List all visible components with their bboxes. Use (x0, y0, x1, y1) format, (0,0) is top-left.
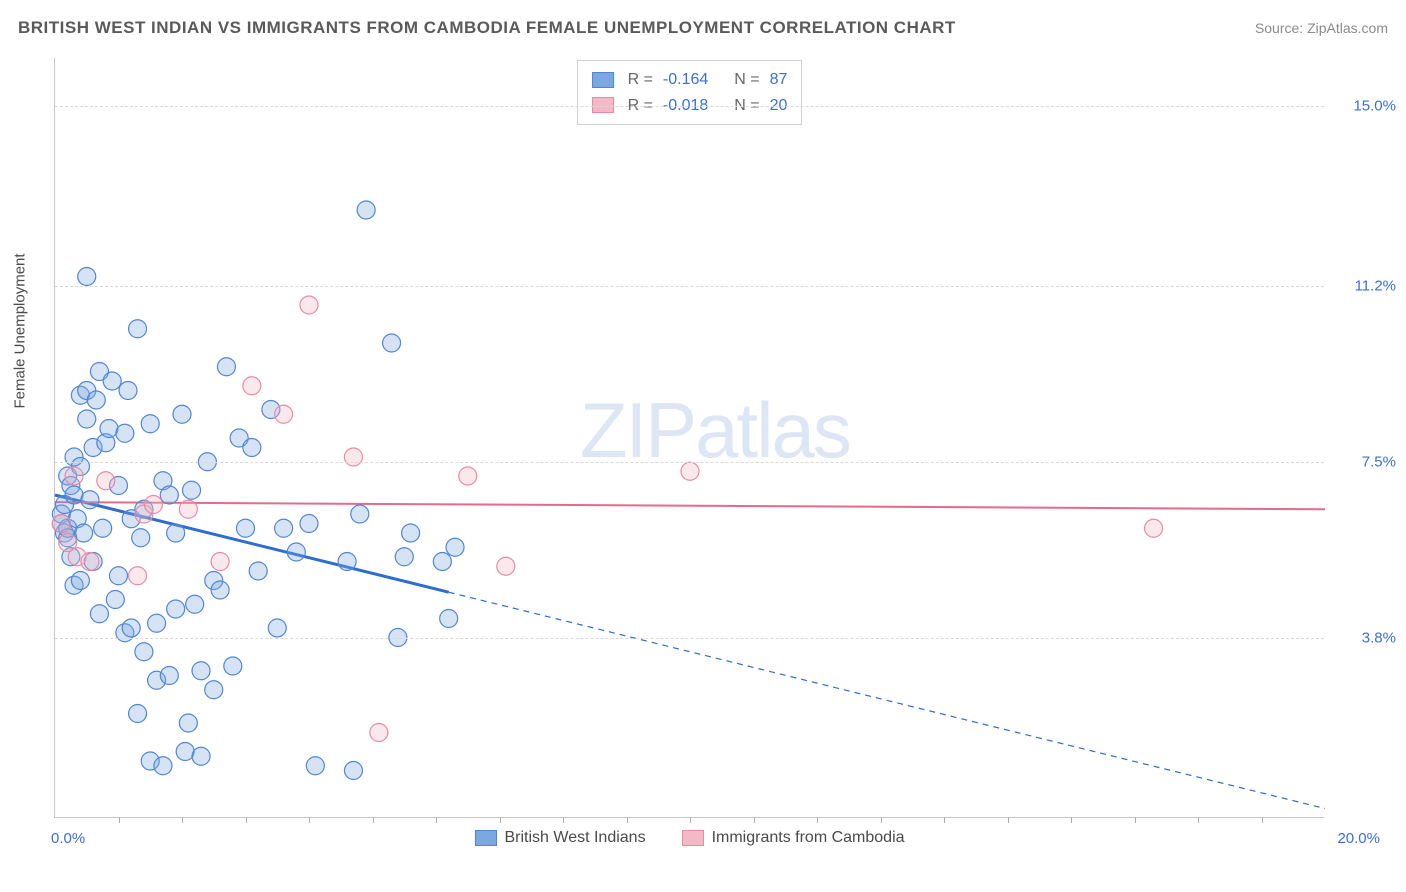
xtick (1135, 817, 1136, 823)
xtick (500, 817, 501, 823)
gridline (55, 462, 1324, 463)
ytick-label: 7.5% (1336, 453, 1396, 470)
xtick (563, 817, 564, 823)
plot-area: ZIPatlas R = -0.164 N = 87 R = -0.018 N … (54, 58, 1324, 818)
xtick (1262, 817, 1263, 823)
x-max-label: 20.0% (1337, 830, 1380, 847)
xtick (373, 817, 374, 823)
legend-item-0: British West Indians (474, 829, 645, 847)
legend-label-1: Immigrants from Cambodia (712, 829, 905, 847)
xtick (627, 817, 628, 823)
ytick-label: 11.2% (1336, 278, 1396, 295)
y-axis-label: Female Unemployment (12, 253, 29, 408)
xtick (690, 817, 691, 823)
swatch-series-0 (592, 72, 614, 88)
gridline (55, 106, 1324, 107)
gridline (55, 286, 1324, 287)
xtick (944, 817, 945, 823)
xtick (436, 817, 437, 823)
xtick (309, 817, 310, 823)
xtick (246, 817, 247, 823)
xtick (817, 817, 818, 823)
chart-title: BRITISH WEST INDIAN VS IMMIGRANTS FROM C… (18, 18, 956, 38)
n-value-0: 87 (770, 67, 788, 93)
legend: British West Indians Immigrants from Cam… (474, 829, 904, 847)
xtick (1071, 817, 1072, 823)
legend-swatch-1 (682, 830, 704, 846)
correlation-stats-box: R = -0.164 N = 87 R = -0.018 N = 20 (577, 60, 803, 125)
xtick (1008, 817, 1009, 823)
r-value-0: -0.164 (663, 67, 708, 93)
legend-label-0: British West Indians (504, 829, 645, 847)
gridline (55, 638, 1324, 639)
xtick (119, 817, 120, 823)
xtick (182, 817, 183, 823)
source-label: Source: ZipAtlas.com (1255, 20, 1388, 36)
legend-swatch-0 (474, 830, 496, 846)
ytick-label: 3.8% (1336, 629, 1396, 646)
xtick (881, 817, 882, 823)
chart-canvas (55, 58, 1324, 817)
xtick (754, 817, 755, 823)
ytick-label: 15.0% (1336, 97, 1396, 114)
xtick (1198, 817, 1199, 823)
stats-row-series-0: R = -0.164 N = 87 (592, 67, 788, 93)
x-min-label: 0.0% (51, 830, 85, 847)
legend-item-1: Immigrants from Cambodia (682, 829, 905, 847)
